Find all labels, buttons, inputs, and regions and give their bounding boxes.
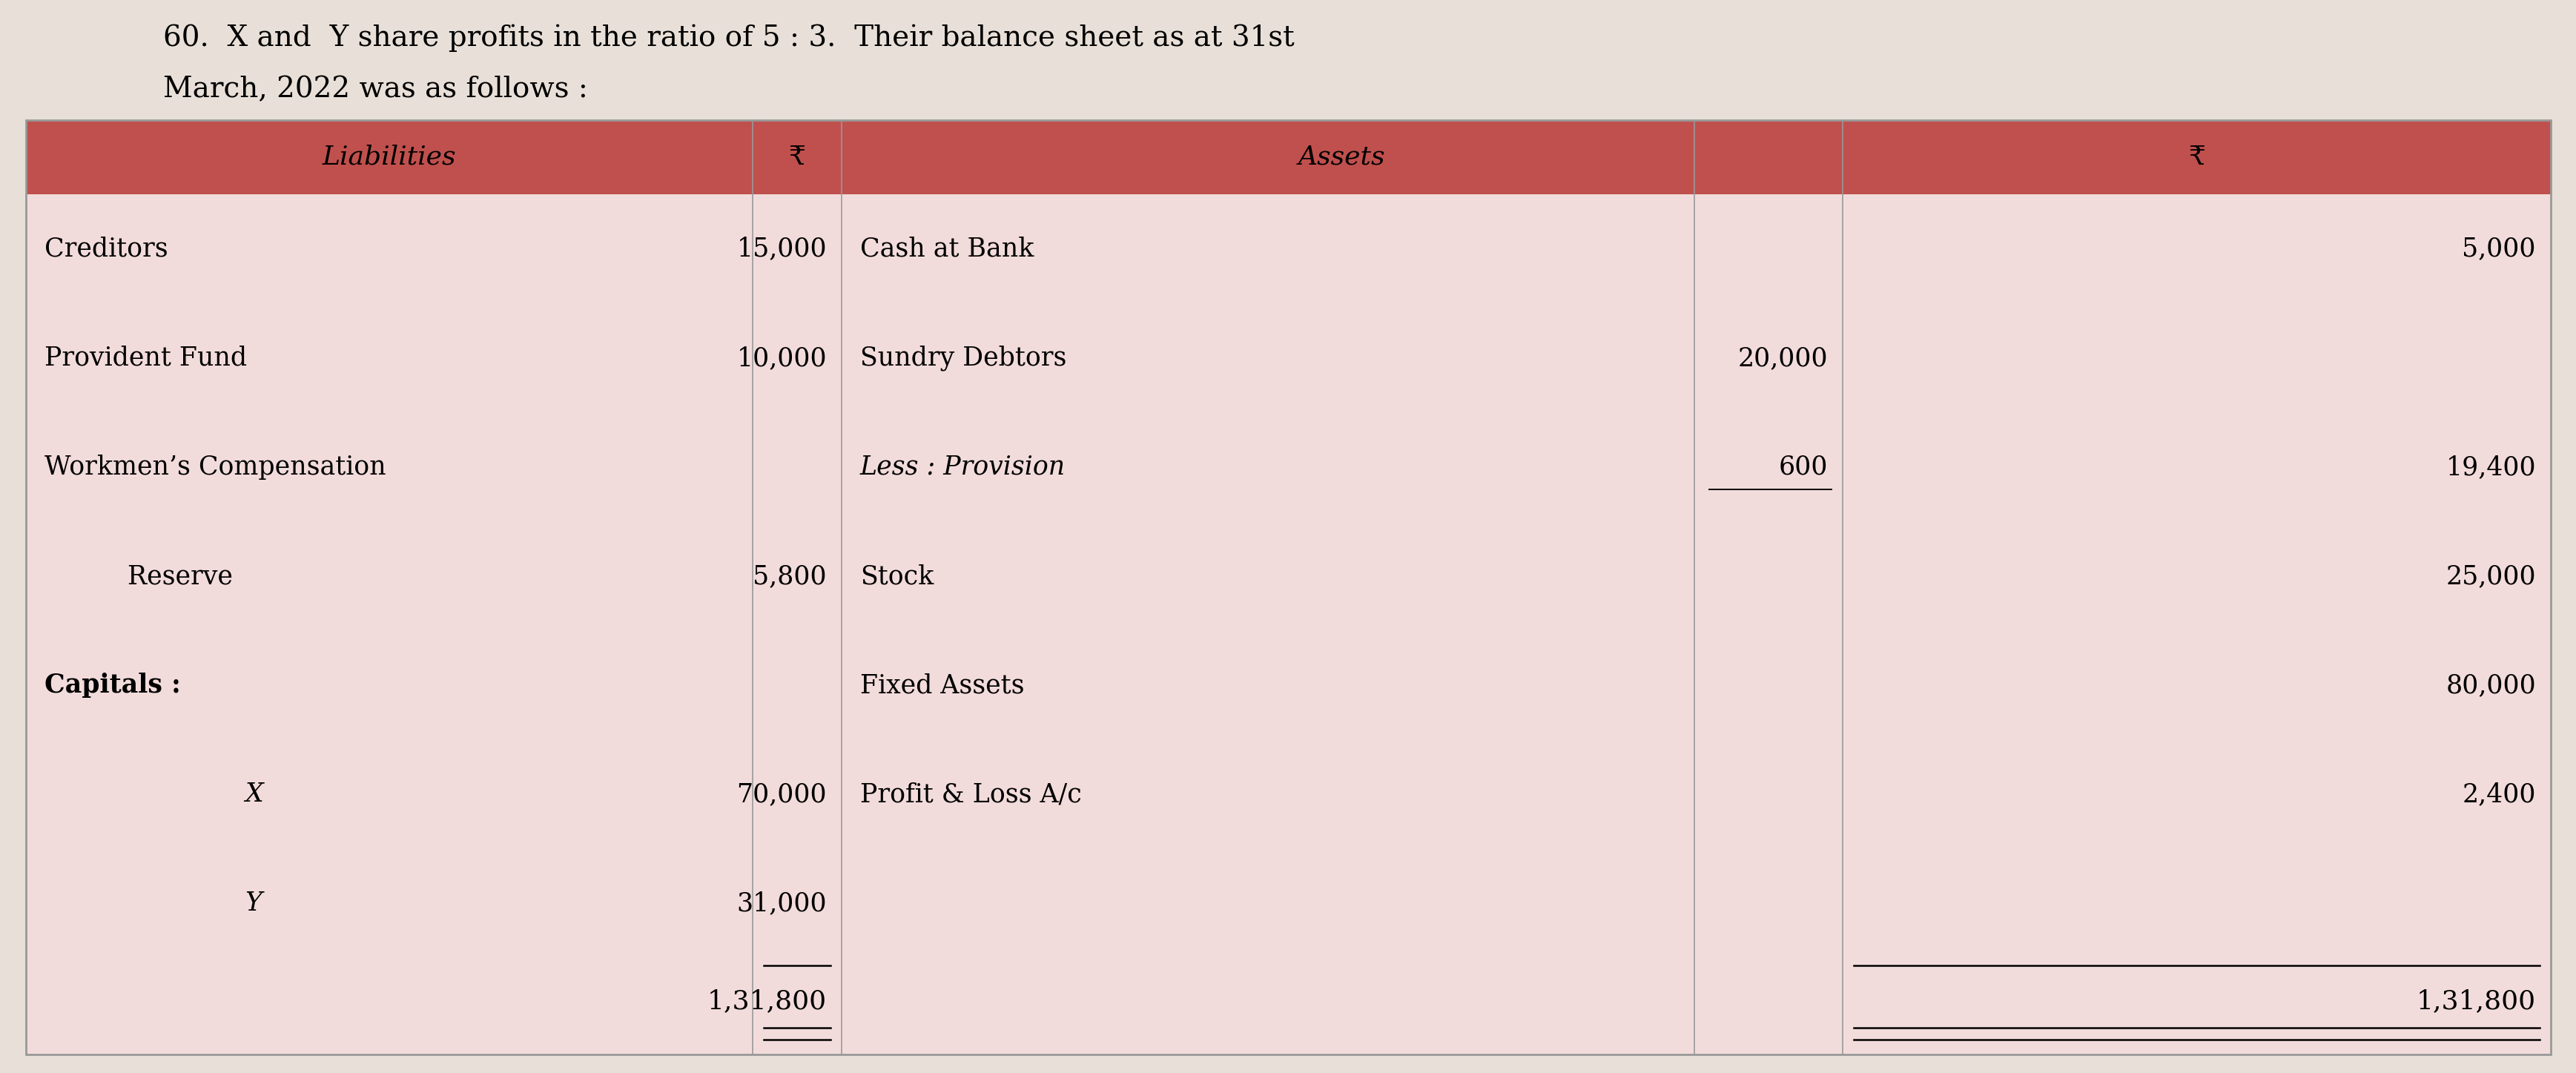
Bar — [26, 120, 2550, 194]
Text: 31,000: 31,000 — [737, 891, 827, 916]
Text: Creditors: Creditors — [44, 236, 167, 262]
Text: X: X — [245, 782, 263, 807]
Text: Provident Fund: Provident Fund — [44, 346, 247, 370]
Text: March, 2022 was as follows :: March, 2022 was as follows : — [162, 75, 587, 103]
Bar — [26, 120, 2550, 1055]
Text: 5,000: 5,000 — [2463, 236, 2535, 262]
Text: Stock: Stock — [860, 563, 933, 589]
Text: 25,000: 25,000 — [2445, 563, 2535, 589]
Text: ₹: ₹ — [2187, 145, 2205, 170]
Text: 80,000: 80,000 — [2445, 673, 2535, 697]
Text: Fixed Assets: Fixed Assets — [860, 673, 1025, 697]
Text: 19,400: 19,400 — [2445, 455, 2535, 480]
Text: 5,800: 5,800 — [752, 563, 827, 589]
Text: 20,000: 20,000 — [1739, 346, 1829, 370]
Text: 1,31,800: 1,31,800 — [2416, 988, 2535, 1014]
Bar — [26, 194, 2550, 1055]
Text: 10,000: 10,000 — [737, 346, 827, 370]
Text: Y: Y — [245, 891, 263, 916]
Text: Less : Provision: Less : Provision — [860, 455, 1066, 480]
Text: Reserve: Reserve — [111, 563, 232, 589]
Text: 1,31,800: 1,31,800 — [708, 988, 827, 1014]
Text: Assets: Assets — [1298, 145, 1386, 170]
Text: 60.  X and  Y share profits in the ratio of 5 : 3.  Their balance sheet as at 31: 60. X and Y share profits in the ratio o… — [162, 24, 1296, 52]
Text: Liabilities: Liabilities — [322, 145, 456, 170]
Text: Capitals :: Capitals : — [44, 673, 180, 697]
Text: Workmen’s Compensation: Workmen’s Compensation — [44, 455, 386, 480]
Text: Profit & Loss A/c: Profit & Loss A/c — [860, 782, 1082, 807]
Text: 70,000: 70,000 — [737, 782, 827, 807]
Text: 2,400: 2,400 — [2463, 782, 2535, 807]
Text: Cash at Bank: Cash at Bank — [860, 236, 1033, 262]
Text: Sundry Debtors: Sundry Debtors — [860, 346, 1066, 371]
Text: ₹: ₹ — [788, 145, 806, 170]
Text: 600: 600 — [1777, 455, 1829, 480]
Text: 15,000: 15,000 — [737, 236, 827, 262]
